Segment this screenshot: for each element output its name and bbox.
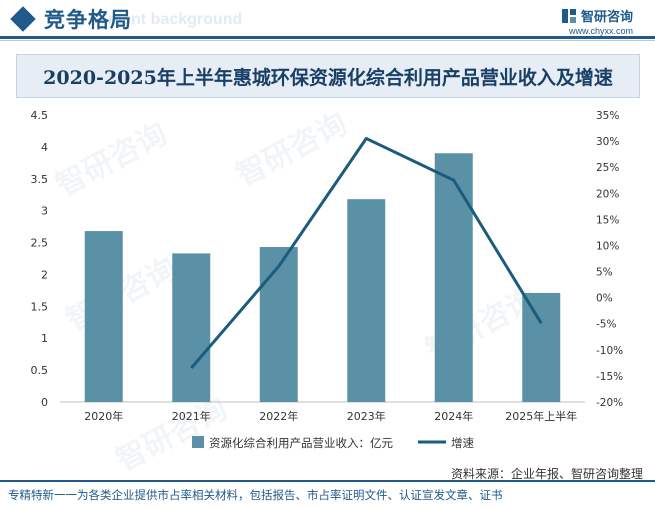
header-divider-thin — [0, 40, 655, 41]
source-note: 资料来源：企业年报、智研咨询整理 — [450, 467, 643, 481]
x-axis-tick-label: 2024年 — [434, 409, 473, 423]
left-axis-tick-label: 3.5 — [31, 173, 49, 186]
header-background-text: ment background — [108, 11, 243, 28]
revenue-bar — [347, 199, 386, 402]
legend-bar-label: 资源化综合利用产品营业收入：亿元 — [209, 436, 393, 450]
revenue-bar — [172, 253, 211, 402]
x-axis-tick-label: 2025年上半年 — [505, 409, 577, 423]
right-axis-tick-label: 25% — [596, 162, 619, 174]
left-axis-tick-label: 4 — [41, 141, 48, 154]
right-axis-tick-label: 35% — [596, 110, 619, 122]
revenue-bar — [259, 247, 298, 402]
left-axis-tick-label: 4.5 — [31, 109, 49, 122]
right-axis-tick-label: -10% — [596, 345, 623, 357]
section-title: 竞争格局 — [44, 8, 132, 32]
chart-title-box: 2020-2025年上半年惠城环保资源化综合利用产品营业收入及增速 — [16, 54, 640, 98]
revenue-bar — [84, 231, 123, 402]
x-axis-tick-label: 2020年 — [84, 409, 123, 423]
x-axis-tick-label: 2021年 — [172, 409, 211, 423]
right-axis-tick-label: 15% — [596, 214, 619, 226]
brand-name: 智研咨询 — [580, 10, 633, 25]
header-divider — [0, 36, 655, 39]
legend-bar-swatch — [192, 436, 204, 448]
footer-text: 专精特新一一为各类企业提供市占率相关材料，包括报告、市占率证明文件、认证宣发文章… — [8, 488, 503, 502]
left-axis-tick-label: 0.5 — [31, 364, 49, 377]
chart-title: 2020-2025年上半年惠城环保资源化综合利用产品营业收入及增速 — [43, 66, 613, 89]
left-axis-tick-label: 3 — [41, 205, 48, 218]
legend-line-label: 增速 — [451, 436, 474, 450]
revenue-bar — [522, 292, 561, 402]
chart: 0 0.5 1 1.5 2 2.5 3 3.5 4 4.5 -20% -15% -10% -5% 0% 5%… — [31, 109, 624, 450]
left-axis-tick-label: 2 — [41, 268, 48, 281]
x-axis-tick-label: 2023年 — [347, 409, 386, 423]
left-axis-tick-label: 0 — [41, 396, 48, 409]
right-axis-tick-label: 30% — [596, 136, 619, 148]
right-axis-tick-label: 5% — [596, 267, 613, 279]
right-axis-tick-label: 20% — [596, 188, 619, 200]
left-axis-tick-label: 2.5 — [31, 237, 49, 250]
brand-url: www.chyxx.com — [568, 26, 633, 36]
right-axis-tick-label: -15% — [596, 371, 623, 383]
brand-logo-icon — [561, 8, 576, 23]
right-axis-tick-label: 10% — [596, 240, 619, 252]
right-axis-tick-label: -20% — [596, 397, 623, 409]
page-header: ment background 竞争格局 智研咨询 www.chyxx.com — [0, 0, 655, 44]
footer-divider — [0, 480, 655, 482]
revenue-bar — [434, 153, 473, 402]
header-diamond-icon — [10, 6, 36, 32]
left-axis-tick-label: 1.5 — [31, 300, 49, 313]
left-axis-tick-label: 1 — [41, 332, 48, 345]
right-axis-tick-label: -5% — [596, 319, 616, 331]
growth-line — [190, 136, 543, 370]
brand: 智研咨询 — [561, 6, 633, 25]
x-axis-tick-label: 2022年 — [259, 409, 298, 423]
right-axis-tick-label: 0% — [596, 293, 613, 305]
